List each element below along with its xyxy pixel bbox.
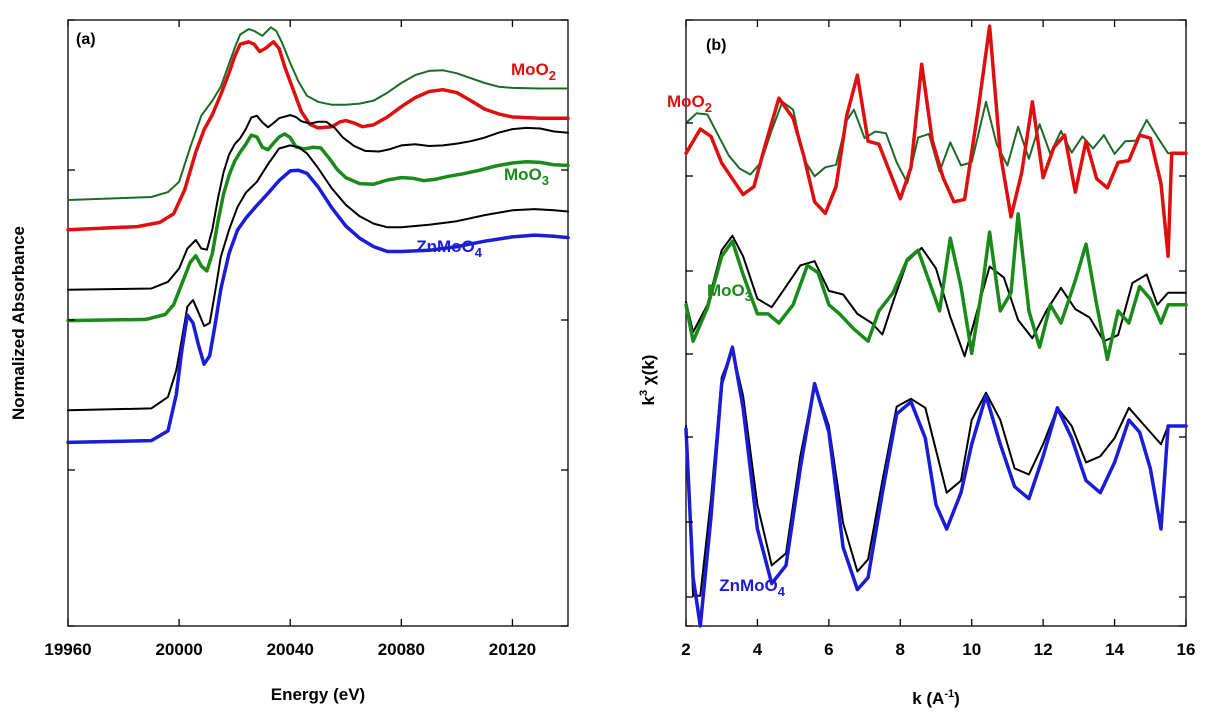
panel-a-series-line-4 [67, 144, 569, 412]
panel-b-y-axis-title-sup: 3 [638, 390, 650, 396]
panel-b-x-tick-label-5: 12 [1034, 640, 1053, 659]
panel-b-label-moo2: MoO2 [667, 92, 712, 115]
panel-b-x-tick-label-6: 14 [1105, 640, 1124, 659]
panel-a-series-line-5 [66, 168, 570, 445]
panel-b-x-axis-title-tail: ) [954, 689, 960, 708]
panel-a-x-tick-label-0: 19960 [44, 640, 91, 659]
panel-a-tag: (a) [76, 31, 96, 48]
panel-b-series-labels: MoO2 MoO3 ZnMoO4 [667, 92, 786, 599]
panel-b-label-znmoo4: ZnMoO4 [719, 576, 786, 599]
panel-a-y-axis-title: Normalized Absorbance [9, 226, 28, 420]
panel-b-ticks: 2 4 6 8 10 12 14 16 [681, 19, 1196, 659]
panel-a-x-tick-label-1: 20000 [155, 640, 202, 659]
panel-b-y-axis-title-tail: χ(k) [639, 355, 658, 390]
panel-a-plot-frame [67, 19, 569, 627]
panel-a-absorbance-chart: 19960 20000 20040 20080 20120 (a) Energy (eV… [9, 19, 570, 704]
panel-a-series-line-1 [66, 40, 570, 232]
panel-b-y-axis-title: k3 χ(k) [638, 355, 658, 406]
panel-a-series-labels: MoO2 MoO3 ZnMoO4 [416, 60, 556, 260]
panel-b-x-tick-label-4: 10 [962, 640, 981, 659]
panel-a-label-znmoo4: ZnMoO4 [416, 237, 483, 260]
panel-a-series-line-3 [66, 132, 570, 323]
panel-b-x-tick-label-7: 16 [1177, 640, 1196, 659]
panel-b-series-line-1 [684, 24, 1188, 259]
panel-b-x-axis-title-main: k (A [912, 689, 944, 708]
panel-b-x-tick-label-0: 2 [681, 640, 690, 659]
panel-a-series-line-0 [67, 26, 569, 201]
panel-b-series-line-0 [685, 100, 1187, 184]
panel-b-x-axis-title: k (A-1) [912, 688, 960, 708]
panel-a-x-tick-label-2: 20040 [267, 640, 314, 659]
panel-b-series-group [684, 24, 1188, 628]
panel-b-exafs-chart: 2 4 6 8 10 12 14 16 (b) k (A-1) k3 χ(k) MoO2MoO… [638, 19, 1196, 708]
panel-b-series-line-5 [684, 345, 1188, 628]
panel-b-plot-frame [685, 19, 1187, 627]
panel-a-label-moo3: MoO3 [504, 165, 549, 188]
panel-a-x-tick-label-4: 20120 [489, 640, 536, 659]
panel-b-x-tick-label-2: 6 [824, 640, 833, 659]
panel-b-series-line-4 [685, 348, 1187, 597]
panel-b-x-tick-label-3: 8 [896, 640, 905, 659]
panel-b-tag: (b) [706, 37, 726, 54]
panel-b-y-axis-title-main: k [639, 395, 658, 405]
panel-a-label-moo2: MoO2 [511, 60, 556, 83]
panel-b-series-line-3 [684, 212, 1188, 362]
panel-a-x-tick-label-3: 20080 [378, 640, 425, 659]
panel-b-label-moo3: MoO3 [707, 281, 752, 304]
panel-a-x-axis-title: Energy (eV) [271, 685, 365, 704]
panel-b-x-axis-title-sup: -1 [944, 688, 954, 700]
panel-a-ticks: 19960 20000 20040 20080 20120 [44, 19, 568, 659]
panel-a-series-group [66, 26, 570, 445]
panel-b-x-tick-label-1: 4 [753, 640, 763, 659]
panel-a-series-line-2 [67, 114, 569, 291]
